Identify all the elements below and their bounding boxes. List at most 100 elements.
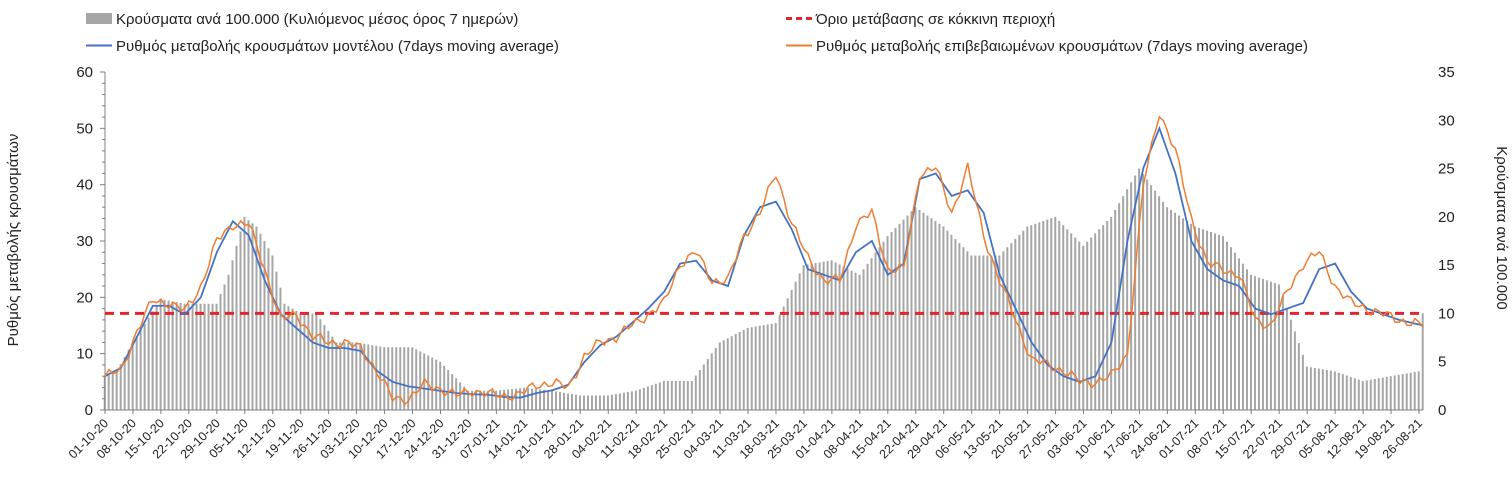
bar-cases bbox=[690, 381, 693, 410]
line-confirmed-rate bbox=[104, 115, 1424, 406]
bar-cases bbox=[547, 390, 550, 410]
y-left-tick-label: 10 bbox=[76, 346, 93, 363]
bar-cases bbox=[1385, 376, 1388, 410]
bar-cases bbox=[670, 381, 673, 410]
bar-cases bbox=[1218, 234, 1221, 410]
bar-cases bbox=[1166, 207, 1169, 410]
bar-cases bbox=[1162, 201, 1165, 410]
bar-cases bbox=[1066, 229, 1069, 410]
bar-cases bbox=[551, 390, 554, 410]
bar-cases bbox=[674, 381, 677, 410]
bar-cases bbox=[527, 388, 530, 410]
legend-swatch-cases bbox=[86, 13, 112, 24]
y-left-tick-label: 50 bbox=[76, 120, 93, 137]
bar-cases bbox=[1305, 366, 1308, 410]
bar-cases bbox=[622, 392, 625, 410]
bar-cases bbox=[786, 298, 789, 410]
bar-cases bbox=[559, 392, 562, 410]
bar-cases bbox=[135, 336, 138, 410]
bar-cases bbox=[1229, 247, 1232, 410]
bar-cases bbox=[682, 381, 685, 410]
bar-cases bbox=[235, 245, 238, 410]
bar-cases bbox=[1098, 229, 1101, 410]
bar-cases bbox=[111, 372, 114, 410]
bar-cases bbox=[594, 395, 597, 410]
bar-cases bbox=[1058, 221, 1061, 410]
bar-cases bbox=[175, 302, 178, 410]
bar-cases bbox=[1018, 234, 1021, 410]
bar-cases bbox=[598, 395, 601, 410]
bar-cases bbox=[922, 212, 925, 410]
bar-cases bbox=[1409, 372, 1412, 410]
bar-cases bbox=[866, 263, 869, 410]
bar-cases bbox=[563, 392, 565, 410]
bar-cases bbox=[1202, 229, 1205, 410]
bar-cases bbox=[535, 389, 538, 410]
bar-cases bbox=[1142, 174, 1145, 410]
bar-cases bbox=[1357, 379, 1360, 410]
bar-cases bbox=[1086, 241, 1089, 410]
bar-cases bbox=[614, 394, 617, 410]
bar-cases bbox=[1134, 175, 1137, 410]
bar-cases bbox=[1206, 230, 1209, 410]
bar-cases bbox=[1381, 377, 1384, 410]
y-right-tick-label: 30 bbox=[1438, 112, 1455, 129]
bar-cases bbox=[1198, 227, 1201, 410]
bar-cases bbox=[742, 329, 745, 410]
bar-cases bbox=[1281, 296, 1284, 410]
bar-cases bbox=[1182, 218, 1185, 410]
bar-cases bbox=[355, 342, 358, 410]
axes bbox=[100, 71, 1423, 411]
bar-cases bbox=[822, 261, 825, 410]
bar-cases bbox=[1413, 372, 1416, 410]
bar-cases bbox=[443, 365, 446, 410]
bar-cases bbox=[1094, 233, 1097, 410]
bar-cases bbox=[870, 258, 873, 410]
bar-cases bbox=[195, 303, 198, 410]
bar-cases bbox=[910, 211, 913, 410]
legend-item-confirmed-rate[interactable]: Ρυθμός μεταβολής επιβεβαιωμένων κρουσμάτ… bbox=[786, 38, 1308, 55]
bar-cases bbox=[375, 345, 378, 410]
legend-item-threshold[interactable]: Όριο μετάβασης σε κόκκινη περιοχή bbox=[786, 11, 1055, 28]
bar-cases bbox=[1106, 221, 1109, 410]
bar-cases bbox=[1257, 277, 1260, 410]
bar-cases bbox=[882, 241, 885, 410]
bar-cases bbox=[854, 272, 857, 410]
legend-label-confirmed-rate: Ρυθμός μεταβολής επιβεβαιωμένων κρουσμάτ… bbox=[816, 38, 1308, 55]
bar-cases bbox=[275, 271, 278, 410]
bar-cases bbox=[1090, 237, 1093, 410]
bar-cases bbox=[179, 302, 182, 410]
bar-cases bbox=[574, 394, 577, 410]
bar-cases bbox=[487, 390, 490, 410]
bar-cases bbox=[1022, 230, 1025, 410]
bar-cases bbox=[794, 281, 797, 410]
bar-cases bbox=[207, 303, 210, 410]
bar-cases bbox=[403, 347, 406, 410]
bar-cases bbox=[127, 349, 130, 410]
bar-cases bbox=[666, 381, 669, 410]
bar-cases bbox=[970, 255, 973, 410]
bar-cases bbox=[1158, 196, 1161, 410]
bar-cases bbox=[459, 382, 462, 410]
bar-cases bbox=[946, 230, 949, 410]
y-right-tick-label: 35 bbox=[1438, 64, 1455, 81]
bar-cases bbox=[143, 323, 146, 410]
bar-cases bbox=[958, 243, 961, 410]
bar-cases bbox=[315, 313, 318, 410]
bar-cases bbox=[171, 301, 174, 410]
bar-cases bbox=[291, 308, 294, 410]
bar-cases bbox=[411, 347, 414, 410]
bar-cases bbox=[818, 262, 821, 410]
legend-item-model-rate[interactable]: Ρυθμός μεταβολής κρουσμάτων μοντέλου (7d… bbox=[86, 38, 559, 55]
bar-cases bbox=[379, 346, 382, 410]
bar-cases bbox=[650, 385, 653, 410]
bar-cases bbox=[407, 347, 410, 410]
y-left-tick-label: 20 bbox=[76, 289, 93, 306]
bar-cases bbox=[726, 338, 729, 410]
bar-cases bbox=[1222, 236, 1224, 410]
bar-cases bbox=[1293, 331, 1296, 410]
bar-cases bbox=[211, 303, 214, 410]
bar-cases bbox=[1082, 245, 1085, 410]
legend-item-cases[interactable]: Κρούσματα ανά 100.000 (Κυλιόμενος μέσος … bbox=[86, 11, 518, 28]
bar-cases bbox=[343, 342, 346, 410]
